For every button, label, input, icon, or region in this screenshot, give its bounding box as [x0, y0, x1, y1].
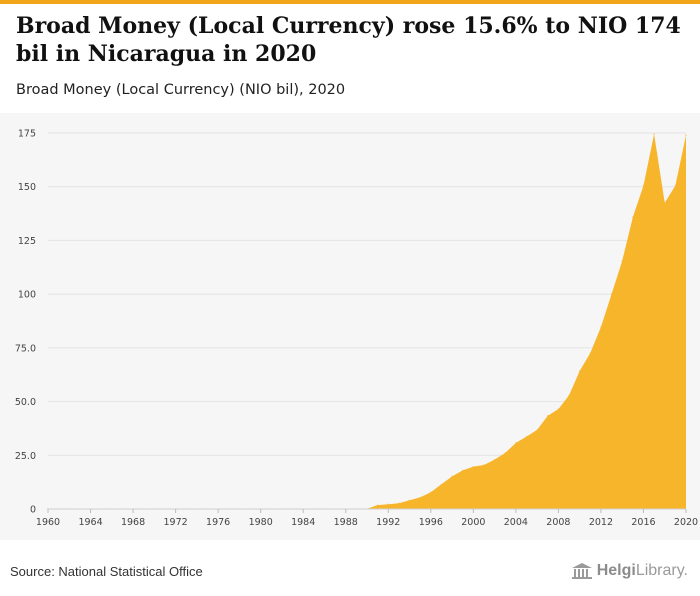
x-tick-label: 2012 — [589, 517, 613, 528]
x-tick-label: 1964 — [78, 517, 102, 528]
data-point — [653, 133, 655, 135]
x-tick-label: 1960 — [36, 517, 60, 528]
data-point — [451, 475, 453, 477]
logo-text: HelgiLibrary. — [596, 562, 688, 579]
source-note: Source: National Statistical Office — [10, 564, 203, 579]
x-tick-label: 1980 — [249, 517, 273, 528]
data-point — [621, 260, 623, 262]
y-tick-label: 175 — [18, 129, 36, 140]
series-area-fill — [48, 134, 686, 509]
data-point — [504, 452, 506, 454]
grid-lines — [48, 132, 686, 456]
y-tick-label: 50.0 — [15, 397, 36, 408]
data-point — [483, 464, 485, 466]
data-point — [568, 394, 570, 396]
data-point — [579, 370, 581, 372]
data-point — [557, 408, 560, 410]
data-point — [494, 458, 496, 461]
data-point — [664, 202, 666, 204]
data-point — [462, 469, 464, 471]
y-axis: 0 25.0 50.0 75.0 100 125 150 175 — [15, 129, 36, 516]
y-tick-label: 100 — [18, 290, 36, 301]
data-point — [515, 442, 517, 444]
y-tick-label: 75.0 — [15, 343, 36, 354]
data-point — [536, 429, 538, 431]
data-point — [632, 216, 634, 218]
top-accent-bar — [0, 0, 700, 4]
data-point — [472, 466, 474, 468]
x-tick-label: 2020 — [674, 517, 698, 528]
x-tick-label: 1976 — [206, 517, 230, 528]
data-point — [642, 185, 645, 187]
x-axis: 1960 1964 1968 1972 1976 1980 1984 1988 1992 1996… — [36, 508, 698, 528]
series-area — [47, 133, 687, 510]
data-point — [547, 415, 549, 417]
chart-subtitle: Broad Money (Local Currency) (NIO bil), … — [16, 82, 346, 98]
data-point — [387, 503, 389, 505]
helgi-library-logo: HelgiLibrary. — [571, 561, 688, 581]
x-tick-label: 1996 — [419, 517, 443, 528]
data-point — [685, 134, 687, 136]
data-point — [419, 496, 421, 498]
x-tick-label: 2008 — [546, 517, 570, 528]
x-tick-label: 1984 — [291, 517, 315, 528]
data-point — [674, 185, 676, 187]
x-tick-label: 2016 — [631, 517, 655, 528]
data-point — [430, 491, 432, 493]
data-point — [377, 504, 379, 506]
data-point — [525, 435, 528, 438]
data-point — [440, 483, 443, 485]
y-tick-label: 125 — [18, 236, 36, 247]
y-tick-label: 25.0 — [15, 451, 36, 462]
x-tick-label: 1988 — [334, 517, 358, 528]
y-tick-label: 150 — [18, 182, 36, 193]
x-tick-label: 1968 — [121, 517, 145, 528]
library-building-icon — [571, 563, 592, 579]
data-point — [589, 352, 591, 354]
x-tick-label: 2000 — [461, 517, 485, 528]
data-point — [600, 326, 602, 328]
chart-area: 0 25.0 50.0 75.0 100 125 150 175 1960 1964 1968 19… — [0, 113, 700, 540]
data-point — [610, 293, 613, 295]
x-tick-label: 1972 — [164, 517, 188, 528]
data-point — [408, 499, 411, 501]
x-tick-label: 2004 — [504, 517, 528, 528]
data-point — [398, 502, 400, 504]
x-tick-label: 1992 — [376, 517, 400, 528]
y-tick-label: 0 — [30, 505, 36, 516]
chart-title: Broad Money (Local Currency) rose 15.6% … — [16, 13, 681, 67]
